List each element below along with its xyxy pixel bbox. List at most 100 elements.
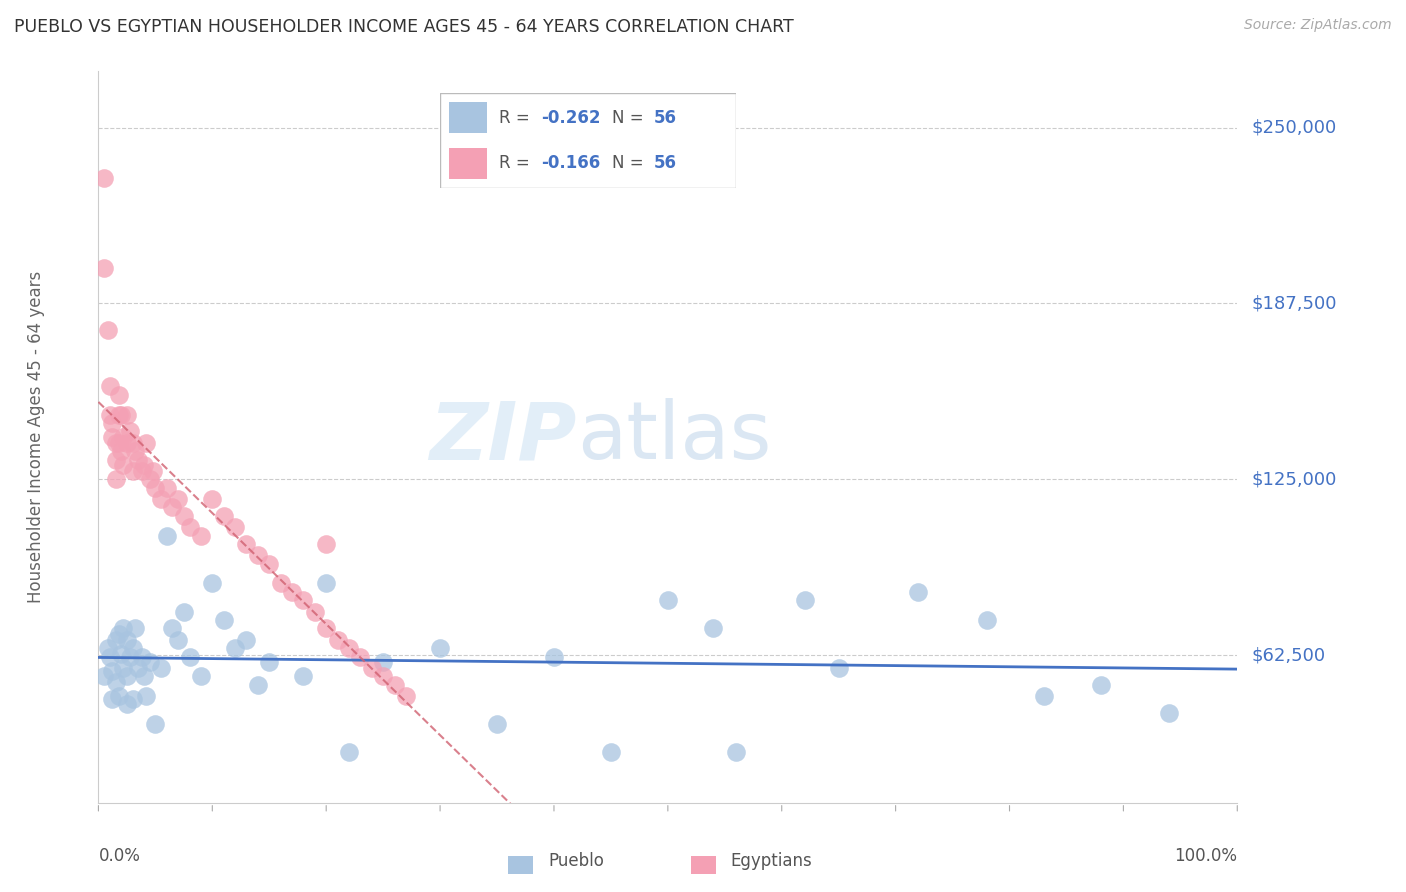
Point [235,537,257,551]
Point [138,472,160,486]
Point [212,508,235,523]
Point [110,408,132,422]
Point [190,528,212,542]
Point [98,379,121,393]
Point [326,632,349,647]
Point [112,621,135,635]
Point [337,641,360,656]
Point [112,430,135,444]
Point [304,605,326,619]
Point [179,649,201,664]
Point [281,584,304,599]
Point [145,481,167,495]
Point [112,458,135,473]
Point [976,613,998,627]
Point [138,655,160,669]
Point [121,435,143,450]
Point [371,669,394,683]
Point [292,593,315,607]
Point [224,520,246,534]
Point [121,691,143,706]
Point [167,491,190,506]
Point [93,171,115,186]
Point [167,632,190,647]
Point [120,425,142,439]
Point [292,669,315,683]
Point [108,388,131,402]
Point [124,444,146,458]
Point [600,745,623,759]
Point [104,674,127,689]
Point [1032,689,1054,703]
Point [132,669,155,683]
Point [104,632,127,647]
Point [156,481,179,495]
Point [98,649,121,664]
Point [127,452,149,467]
Point [246,548,269,562]
Point [115,698,138,712]
Point [101,664,124,678]
Point [120,649,142,664]
Point [173,508,195,523]
Point [486,717,509,731]
Text: ZIP: ZIP [429,398,576,476]
Point [212,613,235,627]
Point [179,520,201,534]
Point [93,669,115,683]
Point [828,661,851,675]
Point [235,632,257,647]
Point [101,691,124,706]
Text: $62,500: $62,500 [1251,646,1326,665]
Point [142,464,165,478]
Text: $125,000: $125,000 [1251,470,1337,488]
Point [270,576,292,591]
Point [132,458,155,473]
Point [121,464,143,478]
Point [224,641,246,656]
Text: atlas: atlas [576,398,770,476]
Text: Egyptians: Egyptians [731,853,813,871]
Point [725,745,748,759]
Point [371,655,394,669]
Point [162,500,184,515]
Point [429,641,451,656]
Point [156,528,179,542]
Point [395,689,418,703]
Point [135,435,157,450]
Point [108,408,131,422]
Text: 100.0%: 100.0% [1174,847,1237,864]
Point [657,593,679,607]
Point [96,641,118,656]
Point [115,669,138,683]
Point [127,661,149,675]
Text: Source: ZipAtlas.com: Source: ZipAtlas.com [1244,18,1392,32]
Point [115,632,138,647]
Point [124,621,146,635]
Text: $187,500: $187,500 [1251,294,1337,312]
Point [110,444,132,458]
Point [907,584,929,599]
Point [315,537,337,551]
Point [259,655,281,669]
Point [115,435,138,450]
Text: PUEBLO VS EGYPTIAN HOUSEHOLDER INCOME AGES 45 - 64 YEARS CORRELATION CHART: PUEBLO VS EGYPTIAN HOUSEHOLDER INCOME AG… [14,18,794,36]
Point [702,621,724,635]
Point [108,435,131,450]
Point [115,408,138,422]
Point [315,576,337,591]
Text: 0.0%: 0.0% [98,847,141,864]
Point [121,641,143,656]
Text: $250,000: $250,000 [1251,119,1337,136]
Point [150,491,173,506]
Point [793,593,815,607]
Point [337,745,360,759]
Point [101,416,124,430]
Point [349,649,371,664]
Point [150,661,173,675]
Point [104,472,127,486]
Point [201,576,224,591]
Point [96,323,118,337]
Point [543,649,565,664]
Point [110,647,132,661]
